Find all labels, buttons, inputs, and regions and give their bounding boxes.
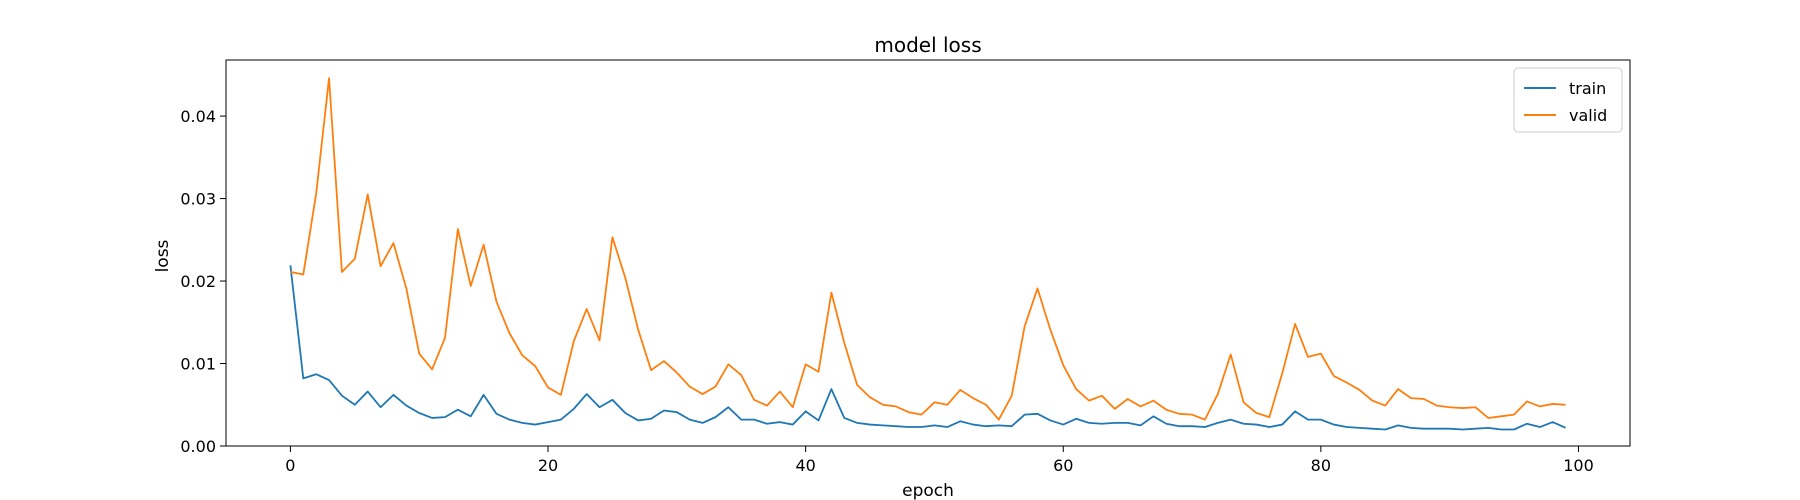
plot-area-frame [225,59,1631,447]
y-axis-label: loss [153,239,173,272]
x-tick-label: 80 [1311,456,1331,475]
x-tick-label: 40 [795,456,815,475]
series-line-valid [290,77,1566,421]
x-tick-label: 60 [1053,456,1073,475]
x-tick-label: 0 [285,456,295,475]
y-tick-label: 0.02 [180,272,216,291]
x-axis: 0 20 40 60 80 100 [285,446,1594,475]
x-axis-label: epoch [902,481,954,500]
x-tick-label: 20 [538,456,558,475]
legend-label-valid: valid [1569,106,1607,125]
series-line-train [289,265,1566,431]
y-axis: 0.00 0.01 0.02 0.03 0.04 [180,107,226,456]
legend-label-train: train [1569,79,1606,98]
y-tick-label: 0.03 [180,190,216,209]
series-layer [289,77,1566,431]
y-tick-label: 0.04 [180,107,216,126]
y-tick-label: 0.01 [180,355,216,374]
legend: train valid [1513,67,1623,133]
y-tick-label: 0.00 [180,437,216,456]
x-tick-label: 100 [1563,456,1594,475]
chart-title: model loss [874,33,981,57]
